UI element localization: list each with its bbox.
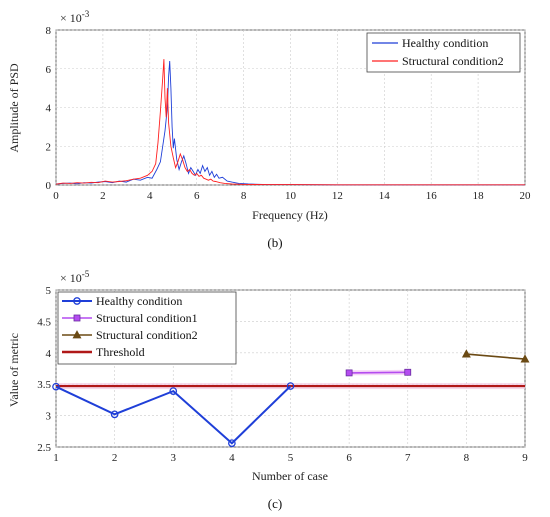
psd-y-axis-label: Amplitude of PSD <box>7 63 21 153</box>
metric-point-structural1 <box>404 368 412 376</box>
metric-legend-label-healthy: Healthy condition <box>96 294 182 308</box>
metric-x-tick-label: 8 <box>464 452 470 464</box>
metric-y-exponent: × 10-5 <box>60 269 90 285</box>
psd-x-tick-label: 12 <box>332 190 343 202</box>
psd-y-tick-label: 0 <box>46 180 52 192</box>
metric-point-healthy <box>169 387 178 395</box>
metric-y-tick-label: 2.5 <box>37 442 51 454</box>
psd-legend-box <box>366 32 521 73</box>
metric-point-structural2 <box>520 354 530 363</box>
metric-point-healthy <box>52 382 60 391</box>
metric-legend-marker-healthy <box>73 297 81 305</box>
metric-x-tick-label: 6 <box>346 452 352 464</box>
metric-legend-entries <box>62 297 92 354</box>
psd-legend-label-structural2: Structural condition2 <box>402 54 504 68</box>
metric-point-structural2 <box>461 349 471 358</box>
metric-x-tick-label: 5 <box>288 452 294 464</box>
psd-x-tick-label: 8 <box>241 190 247 202</box>
psd-y-tick-label: 2 <box>46 141 52 153</box>
metric-y-tick-label: 4.5 <box>37 316 51 328</box>
metric-series-line-structural1 <box>349 371 408 374</box>
psd-x-tick-label: 18 <box>473 190 485 202</box>
metric-x-axis-label: Number of case <box>252 469 328 483</box>
metric-series-line-healthy <box>55 385 292 445</box>
metric-point-healthy <box>286 382 295 390</box>
psd-x-ticks: 0 2 4 6 8 10 12 14 16 18 20 <box>53 190 531 202</box>
metric-legend: Healthy condition Structural condition1 … <box>57 291 237 365</box>
metric-y-tick-label: 3 <box>46 411 52 423</box>
psd-x-tick-label: 10 <box>285 190 297 202</box>
panel-label-b: (b) <box>267 235 282 250</box>
psd-chart: 0 2 4 6 8 10 12 14 16 18 20 0 2 4 6 8 × 10-3 Frequency… <box>7 9 531 250</box>
metric-point-healthy <box>110 410 119 419</box>
psd-legend: Healthy condition Structural condition2 <box>366 32 521 73</box>
metric-chart: 1 2 3 4 5 6 7 8 9 2.5 3 3.5 4 4.5 5 × 10-5 Number of … <box>7 269 530 511</box>
psd-legend-label-healthy: Healthy condition <box>402 36 488 50</box>
psd-y-exponent: × 10-3 <box>60 9 90 25</box>
metric-legend-label-structural2: Structural condition2 <box>96 328 198 342</box>
metric-legend-marker-structural2 <box>72 330 82 339</box>
metric-legend-label-threshold: Threshold <box>96 345 145 359</box>
psd-x-tick-label: 2 <box>100 190 106 202</box>
psd-x-tick-label: 20 <box>520 190 532 202</box>
psd-series <box>55 59 525 186</box>
metric-y-ticks: 2.5 3 3.5 4 4.5 5 <box>37 285 51 454</box>
metric-x-tick-label: 9 <box>522 452 528 464</box>
psd-x-tick-label: 0 <box>53 190 59 202</box>
metric-series <box>52 349 530 448</box>
metric-x-tick-label: 1 <box>53 452 59 464</box>
metric-point-structural1 <box>345 369 353 377</box>
metric-y-tick-label: 3.5 <box>37 379 51 391</box>
psd-y-ticks: 0 2 4 6 8 <box>46 25 52 192</box>
metric-series-line-structural2 <box>466 353 526 360</box>
metric-legend-marker-structural1 <box>73 314 81 322</box>
psd-y-tick-label: 8 <box>46 25 52 37</box>
psd-x-tick-label: 14 <box>379 190 391 202</box>
psd-x-axis-label: Frequency (Hz) <box>252 208 328 222</box>
psd-x-tick-label: 16 <box>426 190 438 202</box>
metric-x-ticks: 1 2 3 4 5 6 7 8 9 <box>53 452 528 464</box>
psd-x-tick-label: 6 <box>194 190 200 202</box>
metric-y-tick-label: 4 <box>46 348 52 360</box>
metric-x-tick-label: 4 <box>229 452 235 464</box>
psd-y-tick-label: 6 <box>46 64 52 76</box>
psd-x-tick-label: 4 <box>147 190 153 202</box>
panel-label-c: (c) <box>268 496 282 511</box>
metric-x-tick-label: 3 <box>171 452 177 464</box>
psd-series-line-structural2 <box>55 59 525 186</box>
psd-y-tick-label: 4 <box>46 103 52 115</box>
metric-x-tick-label: 7 <box>405 452 411 464</box>
metric-point-healthy <box>228 439 236 448</box>
metric-y-tick-label: 5 <box>46 285 52 297</box>
metric-x-tick-label: 2 <box>112 452 118 464</box>
metric-y-axis-label: Value of metric <box>7 333 21 407</box>
metric-legend-label-structural1: Structural condition1 <box>96 311 198 325</box>
